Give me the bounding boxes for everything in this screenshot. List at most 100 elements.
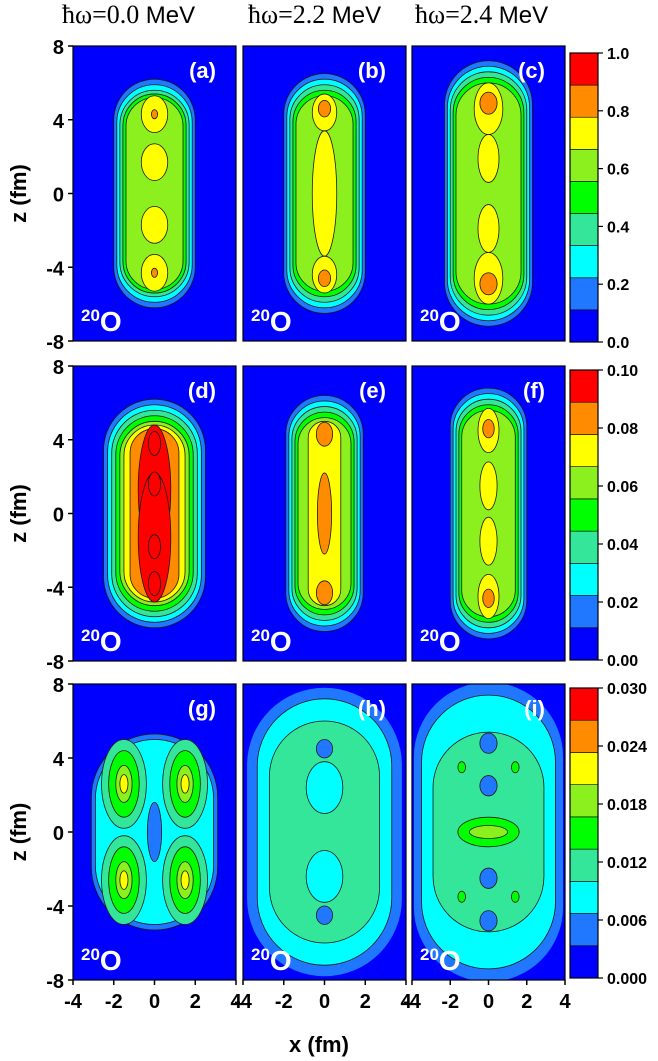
colorbar-tick-label: 0.012 — [607, 855, 647, 872]
contour-peak — [479, 910, 498, 932]
mass-number: 20 — [251, 945, 270, 964]
colorbar-swatch — [569, 149, 599, 182]
panel-a — [73, 46, 236, 341]
colorbar-tick-label: 0.6 — [607, 162, 629, 179]
colorbar-tick-label: 0.006 — [607, 913, 647, 930]
panel-d — [73, 366, 236, 661]
colorbar-frame — [569, 687, 599, 979]
colorbar-swatch — [569, 52, 599, 86]
contour-peak — [511, 761, 520, 774]
y-tick-label: 8 — [53, 37, 64, 59]
element-symbol: O — [100, 945, 122, 976]
contour-peak — [479, 272, 498, 296]
panel-f — [412, 366, 565, 661]
contour-peak — [119, 774, 129, 794]
colorbar-swatch — [569, 563, 599, 596]
contour-peak — [457, 890, 466, 903]
y-tick-label: 4 — [53, 111, 65, 133]
y-tick-label: -8 — [46, 971, 64, 993]
colorbar-swatch — [569, 719, 599, 753]
panel-c — [412, 46, 565, 341]
colorbar-tick-label: 0.06 — [607, 479, 638, 496]
contour-peak — [315, 580, 334, 606]
x-tick-label: -2 — [105, 991, 123, 1013]
panel-label: (f) — [523, 378, 545, 403]
mass-number: 20 — [420, 626, 439, 645]
element-symbol: O — [439, 945, 461, 976]
contour-peak — [140, 206, 169, 244]
panel-e — [243, 366, 406, 661]
contour-peak — [180, 774, 190, 794]
colorbar-swatch — [569, 181, 599, 214]
mass-number: 20 — [81, 626, 100, 645]
nucleus-label: 20O — [420, 306, 461, 337]
panel-frame — [242, 45, 407, 342]
colorbar-swatch — [569, 848, 599, 882]
colorbar-swatch — [569, 816, 599, 850]
nucleus-label: 20O — [81, 306, 122, 337]
element-symbol: O — [439, 626, 461, 657]
colorbar-tick-label: 1.0 — [607, 46, 629, 63]
contour-peak — [479, 775, 498, 797]
contour-peak — [468, 825, 509, 839]
y-axis-label: z (fm) — [6, 164, 31, 223]
contour-peak — [511, 890, 520, 903]
contour-peak — [317, 269, 332, 288]
colorbar-swatch — [569, 945, 599, 979]
colorbar-swatch — [569, 84, 599, 118]
panel-label: (c) — [518, 58, 545, 83]
panel-g — [73, 684, 236, 980]
colorbar-swatch — [569, 245, 599, 279]
contour-peak — [479, 732, 498, 754]
colorbar-tick-label: 0.2 — [607, 277, 629, 294]
colorbar-swatch — [569, 277, 599, 311]
colorbar-swatch — [569, 595, 599, 629]
y-tick-label: 0 — [53, 505, 64, 527]
nucleus-label: 20O — [420, 945, 461, 976]
nucleus-label: 20O — [251, 945, 292, 976]
x-tick-label: 2 — [360, 991, 371, 1013]
nucleus-label: 20O — [251, 306, 292, 337]
contour-peak — [147, 471, 162, 497]
panel-i — [412, 684, 565, 980]
y-tick-label: -8 — [46, 332, 64, 354]
contour-peak — [479, 516, 498, 566]
y-tick-label: 8 — [53, 357, 64, 379]
x-axis-label: x (fm) — [289, 1032, 349, 1057]
colorbar-tick-label: 0.8 — [607, 104, 629, 121]
x-tick-label: -2 — [441, 991, 459, 1013]
unit-label: MeV — [331, 2, 382, 29]
contour-peak — [457, 761, 466, 774]
unit-label: MeV — [145, 2, 196, 29]
contour-peak — [482, 419, 495, 439]
omega-value: ħω=2.2 — [248, 0, 326, 29]
colorbar-swatch — [569, 687, 599, 721]
contour-peak — [316, 472, 333, 555]
element-symbol: O — [270, 626, 292, 657]
contour-peak — [146, 802, 163, 863]
panel-label: (h) — [358, 696, 386, 721]
colorbar-tick-label: 0.10 — [607, 363, 638, 380]
colorbar-swatch — [569, 466, 599, 500]
colorbar-swatch — [569, 498, 599, 532]
mass-number: 20 — [251, 626, 270, 645]
contour-peak — [180, 870, 190, 890]
column-header-3: ħω=2.4 MeV — [415, 0, 548, 30]
colorbar-tick-label: 0.030 — [607, 681, 647, 698]
y-tick-label: 4 — [53, 749, 65, 771]
x-tick-label: -4 — [403, 991, 422, 1013]
colorbar-frame — [569, 369, 599, 661]
contour-peak — [482, 588, 495, 608]
contour-peak — [477, 204, 500, 253]
contour-peak — [311, 130, 338, 257]
colorbar-tick-label: 0.4 — [607, 219, 629, 236]
contour-peak — [477, 134, 500, 183]
colorbar-tick-label: 0.00 — [607, 653, 638, 670]
x-tick-label: 0 — [149, 991, 160, 1013]
x-tick-label: -4 — [64, 991, 83, 1013]
x-tick-label: -2 — [275, 991, 293, 1013]
panel-label: (a) — [189, 58, 216, 83]
colorbar-swatch — [569, 530, 599, 564]
colorbar-swatch — [569, 213, 599, 246]
column-header-2: ħω=2.2 MeV — [248, 0, 381, 30]
